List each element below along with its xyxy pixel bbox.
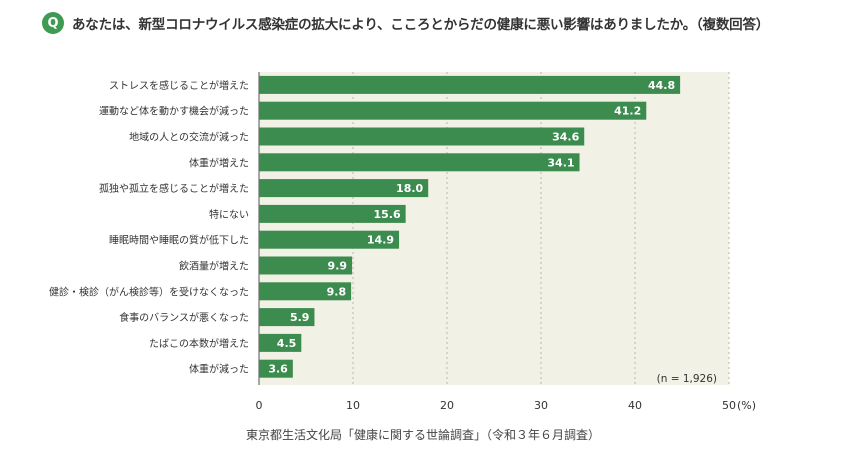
category-label: 飲酒量が増えた xyxy=(179,260,249,273)
plot-background xyxy=(259,72,729,385)
bar-value-label: 41.2 xyxy=(614,105,641,118)
question-text: あなたは、新型コロナウイルス感染症の拡大により、こころとからだの健康に悪い影響は… xyxy=(72,17,770,33)
bar-value-label: 34.6 xyxy=(552,131,579,144)
category-label: 運動など体を動かす機会が減った xyxy=(99,105,249,118)
bar-value-label: 14.9 xyxy=(367,234,394,247)
bar xyxy=(259,101,647,120)
bar-value-label: 4.5 xyxy=(277,337,297,350)
bar xyxy=(259,75,681,94)
x-tick-label: 10 xyxy=(346,399,360,412)
bar-value-label: 44.8 xyxy=(648,79,675,92)
sample-size-annotation: (n = 1,926) xyxy=(657,373,717,385)
category-label: 食事のバランスが悪くなった xyxy=(119,311,249,324)
bar xyxy=(259,282,352,301)
source-caption: 東京都生活文化局「健康に関する世論調査」（令和３年６月調査） xyxy=(245,428,600,442)
x-unit-label: (%) xyxy=(737,399,756,412)
bar-value-label: 18.0 xyxy=(396,182,423,195)
bar xyxy=(259,153,580,172)
category-label: 地域の人との交流が減った xyxy=(129,131,249,144)
category-label: 特にない xyxy=(209,209,249,221)
bar-value-label: 15.6 xyxy=(373,208,400,221)
x-tick-label: 30 xyxy=(534,399,548,412)
bar-value-label: 9.8 xyxy=(327,285,347,298)
x-tick-label: 50 xyxy=(722,399,736,412)
bar xyxy=(259,179,429,198)
bar xyxy=(259,127,585,146)
category-label: 孤独や孤立を感じることが増えた xyxy=(99,182,249,195)
bar xyxy=(259,308,315,327)
category-label: 健診・検診（がん検診等）を受けなくなった xyxy=(49,285,249,298)
bar-value-label: 9.9 xyxy=(328,260,348,273)
x-tick-label: 20 xyxy=(440,399,454,412)
category-label: ストレスを感じることが増えた xyxy=(109,79,249,92)
question-badge: Q xyxy=(42,12,64,34)
bar xyxy=(259,359,293,378)
category-label: 体重が増えた xyxy=(189,156,249,169)
bar xyxy=(259,256,353,275)
bar-value-label: 5.9 xyxy=(290,311,310,324)
x-tick-label: 40 xyxy=(628,399,642,412)
category-label: たばこの本数が増えた xyxy=(149,337,249,350)
category-label: 睡眠時間や睡眠の質が低下した xyxy=(109,234,249,247)
category-label: 体重が減った xyxy=(189,363,249,376)
bar-value-label: 34.1 xyxy=(547,156,574,169)
bar xyxy=(259,204,406,223)
bar xyxy=(259,230,400,249)
question-header: Q あなたは、新型コロナウイルス感染症の拡大により、こころとからだの健康に悪い影… xyxy=(42,11,769,35)
x-tick-label: 0 xyxy=(256,399,263,412)
bar-value-label: 3.6 xyxy=(268,363,288,376)
bar-chart: 44.8 ストレスを感じることが増えた 41.2 運動など体を動かす機会が減った 34.… xyxy=(49,72,756,412)
bar xyxy=(259,333,302,352)
